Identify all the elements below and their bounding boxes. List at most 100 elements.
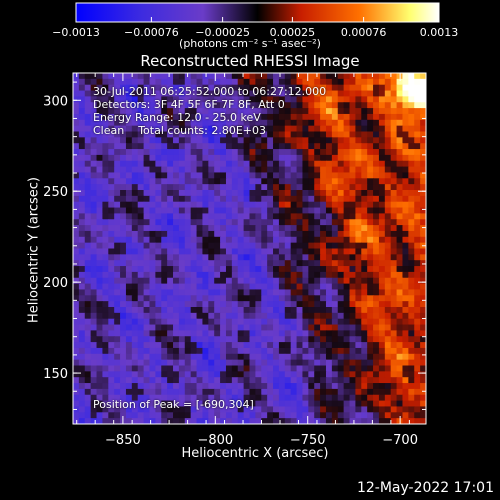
heatmap-cell (149, 184, 156, 191)
heatmap-cell (125, 149, 133, 156)
heatmap-cell (120, 400, 127, 408)
heatmap-cell (420, 318, 426, 326)
heatmap-cell (125, 406, 133, 413)
heatmap-cell (367, 172, 374, 179)
heatmap-cell (120, 96, 127, 103)
heatmap-cell (78, 172, 86, 179)
heatmap-cell (196, 377, 204, 384)
heatmap-cell (414, 347, 421, 355)
heatmap-cell (320, 266, 327, 273)
heatmap-cell (402, 307, 409, 314)
heatmap-cell (255, 254, 262, 261)
heatmap-cell (349, 289, 356, 296)
heatmap-cell (249, 353, 256, 361)
heatmap-cell (190, 213, 198, 220)
heatmap-cell (343, 236, 351, 244)
heatmap-cell (196, 113, 204, 121)
heatmap-cell (325, 307, 333, 314)
heatmap-cell (90, 195, 98, 203)
heatmap-cell (243, 377, 251, 384)
heatmap-cell (396, 353, 404, 361)
heatmap-cell (208, 190, 215, 197)
heatmap-cell (96, 330, 104, 337)
heatmap-cell (367, 184, 374, 191)
heatmap-cell (155, 102, 162, 109)
heatmap-cell (367, 213, 374, 220)
heatmap-cell (196, 190, 204, 197)
heatmap-cell (320, 383, 327, 390)
heatmap-cell (378, 400, 386, 408)
heatmap-cell (237, 301, 245, 308)
heatmap-cell (302, 73, 309, 80)
heatmap-cell (378, 172, 386, 179)
heatmap-cell (125, 301, 133, 308)
heatmap-cell (149, 336, 156, 343)
heatmap-cell (78, 190, 86, 197)
heatmap-cell (108, 113, 115, 121)
heatmap-cell (208, 90, 215, 97)
heatmap-cell (78, 388, 86, 396)
heatmap-cell (402, 365, 409, 372)
heatmap-cell (178, 301, 186, 308)
heatmap-cell (155, 254, 162, 261)
heatmap-cell (78, 271, 86, 279)
heatmap-cell (220, 73, 227, 80)
heatmap-cell (108, 318, 115, 326)
heatmap-cell (273, 277, 280, 285)
heatmap-cell (231, 84, 239, 92)
heatmap-cell (361, 154, 368, 162)
heatmap-cell (114, 394, 121, 402)
heatmap-cell (320, 388, 327, 396)
heatmap-cell (373, 307, 380, 314)
heatmap-cell (214, 113, 221, 121)
heatmap-cell (214, 143, 221, 150)
heatmap-cell (137, 78, 145, 86)
heatmap-cell (314, 388, 321, 396)
heatmap-cell (73, 207, 80, 214)
heatmap-cell (396, 254, 404, 261)
heatmap-cell (220, 365, 227, 372)
heatmap-cell (302, 388, 309, 396)
heatmap-cell (414, 406, 421, 413)
x-axis-label: Heliocentric X (arcsec) (181, 446, 329, 461)
heatmap-cell (337, 178, 345, 185)
heatmap-cell (255, 225, 262, 232)
heatmap-cell (102, 219, 109, 226)
heatmap-cell (225, 219, 233, 226)
heatmap-cell (343, 388, 351, 396)
heatmap-cell (325, 260, 333, 267)
heatmap-cell (361, 307, 368, 314)
heatmap-cell (284, 131, 292, 138)
heatmap-cell (331, 207, 339, 214)
heatmap-cell (361, 383, 368, 390)
heatmap-cell (408, 137, 415, 144)
heatmap-cell (414, 271, 421, 279)
heatmap-cell (78, 406, 86, 413)
heatmap-cell (225, 412, 233, 419)
heatmap-cell (296, 388, 304, 396)
heatmap-cell (190, 78, 198, 86)
heatmap-cell (178, 108, 186, 115)
heatmap-cell (320, 108, 327, 115)
heatmap-cell (296, 184, 304, 191)
heatmap-cell (143, 149, 151, 156)
heatmap-cell (396, 394, 404, 402)
heatmap-cell (273, 73, 280, 80)
heatmap-cell (408, 195, 415, 203)
heatmap-cell (231, 108, 239, 115)
heatmap-cell (349, 178, 356, 185)
heatmap-cell (196, 394, 204, 402)
heatmap-cell (373, 184, 380, 191)
heatmap-cell (131, 213, 139, 220)
heatmap-cell (290, 412, 298, 419)
heatmap-cell (102, 195, 109, 203)
heatmap-cell (396, 137, 404, 144)
heatmap-cell (284, 178, 292, 185)
heatmap-cell (178, 143, 186, 150)
heatmap-cell (325, 137, 333, 144)
heatmap-cell (131, 330, 139, 337)
heatmap-cell (137, 149, 145, 156)
heatmap-cell (390, 137, 398, 144)
heatmap-cell (155, 236, 162, 244)
